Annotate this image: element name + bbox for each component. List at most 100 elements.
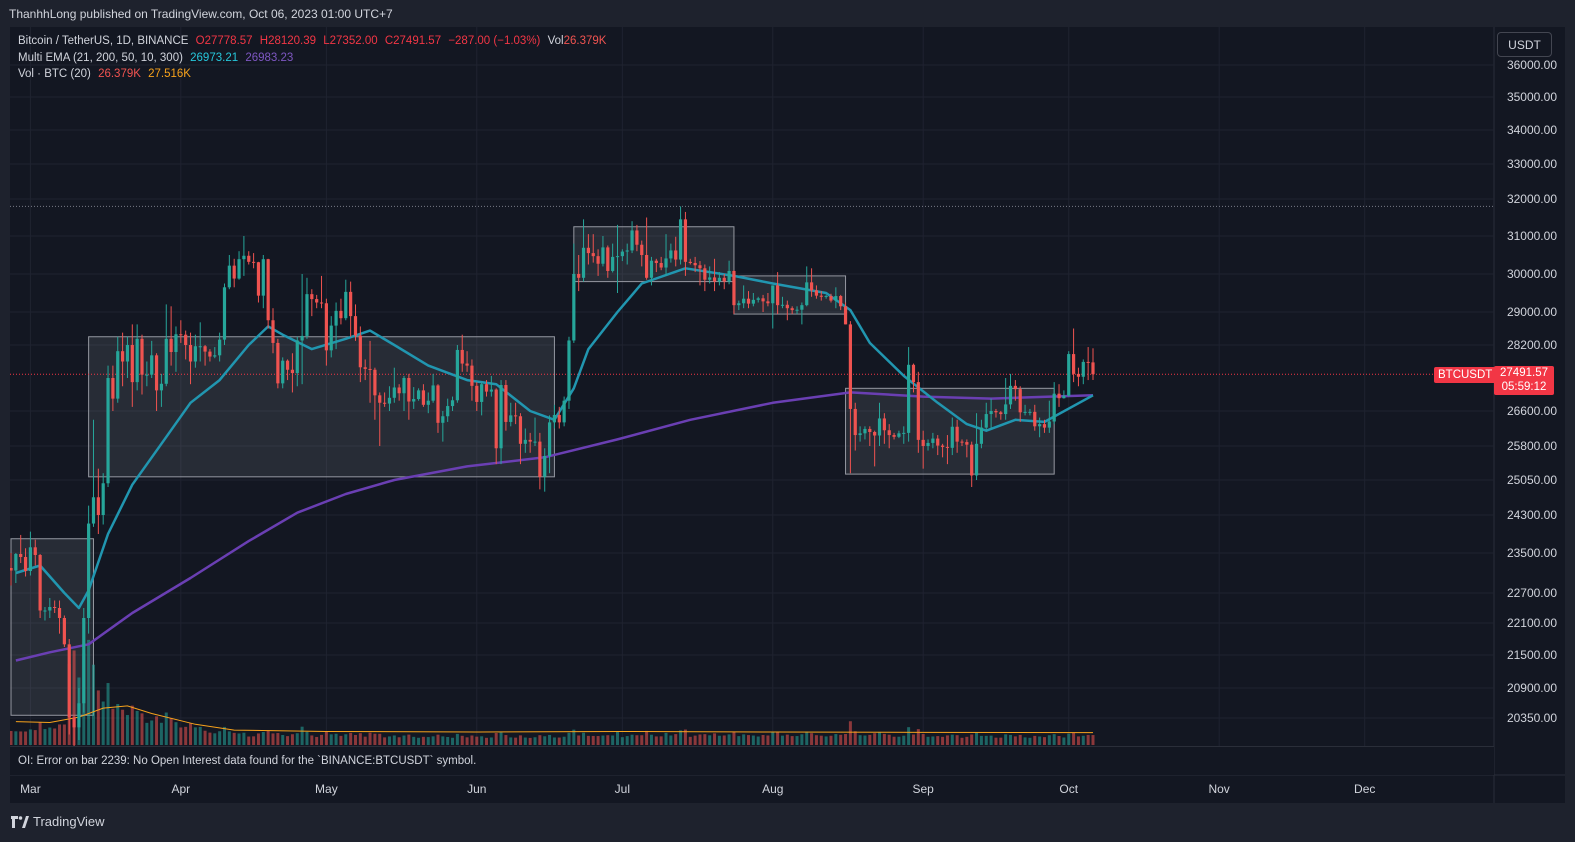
candle[interactable] [1086,347,1090,381]
candle[interactable] [974,413,979,480]
candle[interactable] [931,432,935,449]
candle[interactable] [557,406,561,429]
candle[interactable] [504,380,508,431]
candle[interactable] [543,448,547,492]
candle[interactable] [1047,400,1051,433]
tradingview-brand[interactable]: TradingView [11,814,105,829]
candle[interactable] [848,321,852,474]
candle[interactable] [780,296,785,309]
candle[interactable] [785,300,789,321]
candle[interactable] [305,277,309,339]
candle[interactable] [620,249,624,262]
candle[interactable] [916,371,920,453]
candle[interactable] [771,285,775,329]
candle[interactable] [1028,408,1032,416]
candle[interactable] [717,272,721,286]
candle[interactable] [1018,386,1022,422]
candle[interactable] [994,408,998,418]
candle[interactable] [470,359,474,401]
candle[interactable] [698,261,702,286]
candle[interactable] [247,251,251,265]
price-axis[interactable] [1494,27,1565,803]
candle[interactable] [911,363,916,393]
candle[interactable] [344,279,348,321]
candle[interactable] [1062,390,1066,399]
candle[interactable] [732,270,736,315]
candle[interactable] [237,251,241,280]
candle[interactable] [591,234,595,263]
candle[interactable] [601,236,605,267]
candle[interactable] [1081,359,1085,385]
candle[interactable] [368,340,372,403]
legend-volume-row[interactable]: Vol · BTC (20) 26.379K 27.516K [18,68,195,80]
candle[interactable] [577,255,581,292]
candle[interactable] [145,361,149,387]
candle[interactable] [829,293,833,303]
range-rectangle[interactable] [88,336,555,478]
candle[interactable] [1091,348,1095,380]
candle[interactable] [873,430,877,467]
candle[interactable] [450,396,455,411]
candle[interactable] [159,373,164,407]
candle[interactable] [222,283,227,346]
candle[interactable] [819,291,823,301]
candle[interactable] [742,285,746,309]
candle[interactable] [882,413,886,444]
candle[interactable] [431,373,435,403]
candle[interactable] [402,375,406,411]
candle[interactable] [387,386,392,411]
candle[interactable] [746,291,751,309]
chart-canvas[interactable]: 36000.00 35000.00 34000.00 33000.00 32000.00… [10,27,1565,803]
candle[interactable] [708,266,712,284]
candle[interactable] [805,266,809,307]
candle[interactable] [1067,351,1071,397]
candle[interactable] [295,336,299,387]
candle[interactable] [363,359,367,381]
candle[interactable] [654,258,658,273]
candle[interactable] [169,306,173,366]
candle[interactable] [596,249,600,276]
candle[interactable] [213,347,217,359]
candle[interactable] [659,256,663,271]
candle[interactable] [455,345,459,403]
candle[interactable] [606,245,610,278]
candle[interactable] [907,347,911,442]
candle[interactable] [1008,373,1013,409]
candle[interactable] [489,375,493,397]
candle[interactable] [1038,417,1042,438]
candle[interactable] [688,258,692,265]
candle[interactable] [494,388,498,465]
candle[interactable] [902,426,906,444]
candle[interactable] [392,367,396,403]
candle[interactable] [154,353,159,411]
candle[interactable] [776,272,780,315]
candle[interactable] [586,234,590,265]
volume-indicator-name[interactable]: Vol · BTC (20) [18,68,91,80]
candle[interactable] [53,600,57,614]
candle[interactable] [48,598,52,618]
candle[interactable] [208,349,212,362]
candle[interactable] [116,336,120,403]
candle[interactable] [67,639,71,735]
candle[interactable] [809,268,814,297]
candle[interactable] [150,340,154,378]
candle[interactable] [329,316,333,358]
candle[interactable] [1042,419,1047,433]
range-rectangle[interactable] [845,387,1055,475]
candle[interactable] [62,615,66,648]
candle[interactable] [727,260,731,285]
candle[interactable] [751,293,755,307]
candle[interactable] [547,415,552,474]
candle[interactable] [703,264,707,292]
candle[interactable] [528,432,532,453]
candle[interactable] [649,256,654,286]
symbol-name[interactable]: Bitcoin / TetherUS, 1D, BINANCE [18,35,189,47]
candle[interactable] [1052,382,1056,425]
candle[interactable] [921,430,925,469]
candle[interactable] [421,384,426,407]
candle[interactable] [640,240,644,267]
candle[interactable] [300,274,304,385]
candle[interactable] [761,294,765,312]
candle[interactable] [756,296,760,303]
candle[interactable] [843,302,848,325]
